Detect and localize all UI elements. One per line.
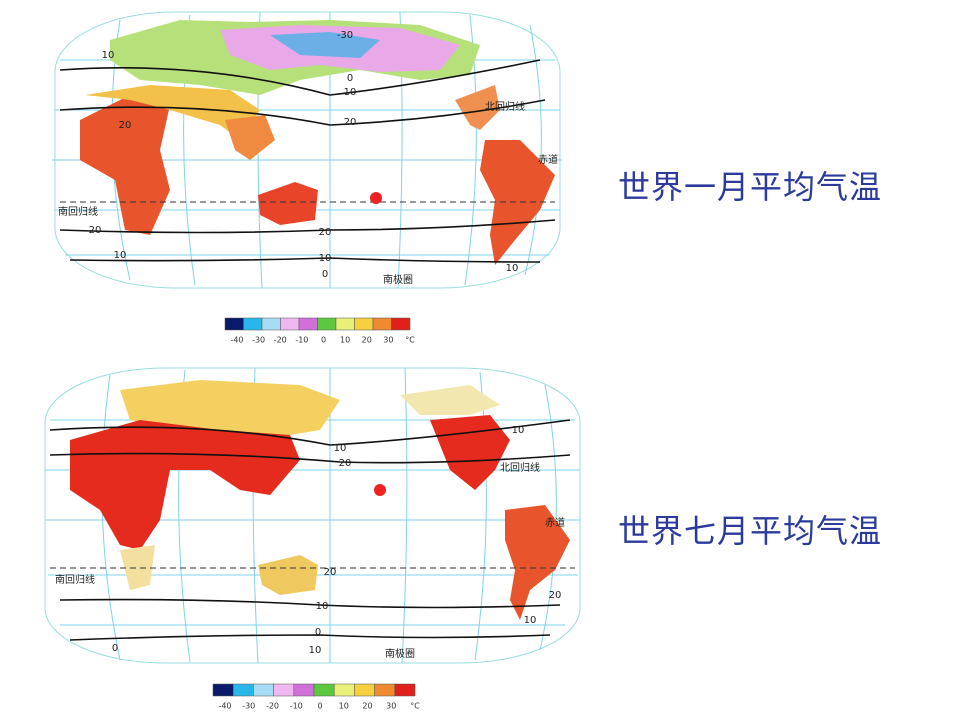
legend-swatch <box>243 317 263 331</box>
legend-swatch <box>273 683 295 697</box>
legend-swatch <box>354 317 374 331</box>
july-map <box>44 367 581 664</box>
isotherm <box>59 99 546 126</box>
legend-swatch <box>313 683 335 697</box>
map-label: 10 <box>102 50 115 61</box>
australia <box>258 555 318 595</box>
north-america <box>455 85 500 130</box>
south-america <box>505 505 570 620</box>
marker <box>374 484 386 496</box>
map-label: 南极圈 <box>385 647 415 660</box>
january-map <box>52 11 562 289</box>
africa-north <box>85 85 260 140</box>
legend-label: 30 <box>383 336 393 345</box>
map-label: 10 <box>506 263 519 274</box>
isotherm <box>69 634 551 641</box>
isotherm <box>49 452 571 464</box>
legend-swatch <box>224 317 244 331</box>
map-label: 10 <box>524 615 537 626</box>
legend-swatch <box>394 683 416 697</box>
map-label: 10 <box>316 601 329 612</box>
isotherm <box>59 219 556 234</box>
legend-swatch <box>372 317 392 331</box>
map-label: 20 <box>119 120 132 131</box>
legend-swatch <box>212 683 234 697</box>
map-label: 10 <box>334 443 347 454</box>
map-label: 0 <box>322 269 328 280</box>
legend-swatch <box>335 317 355 331</box>
map-label: 北回归线 <box>500 461 540 474</box>
map-label: 10 <box>309 645 322 656</box>
legend-swatch <box>354 683 375 697</box>
map-label: -30 <box>337 30 353 41</box>
map-label: 20 <box>339 458 352 469</box>
afro-eurasia <box>70 420 300 550</box>
legend-label: -10 <box>290 702 303 711</box>
canada <box>400 385 500 415</box>
map-label: 0 <box>315 627 321 638</box>
marker <box>370 192 382 204</box>
map-label: 20 <box>344 117 357 128</box>
legend-label: °C <box>410 702 420 711</box>
legend-label: 0 <box>317 702 322 711</box>
caption: 世界七月平均气温 <box>618 512 883 550</box>
legend-label: 10 <box>339 702 349 711</box>
legend-swatch <box>293 683 315 697</box>
isotherm <box>59 59 541 96</box>
legend-label: °C <box>405 336 415 345</box>
legend-label: 20 <box>362 702 372 711</box>
legend-swatch <box>298 317 318 331</box>
isotherm <box>69 257 541 263</box>
map-label: 0 <box>112 643 118 654</box>
legend-label: 20 <box>362 336 372 345</box>
map-label: 20 <box>549 590 562 601</box>
siberia-cold <box>270 32 380 58</box>
legend-label: -20 <box>274 336 287 345</box>
legend-swatch <box>317 317 337 331</box>
legend-swatch <box>261 317 281 331</box>
map-label: 北回归线 <box>485 100 525 113</box>
south-america <box>480 140 555 265</box>
south-africa <box>120 545 155 590</box>
map-label: 南极圈 <box>383 273 413 286</box>
legend-swatch <box>333 683 355 697</box>
isotherm <box>49 419 571 446</box>
legend-swatch <box>280 317 300 331</box>
legend-label: -30 <box>242 702 255 711</box>
map-label: 南回归线 <box>55 573 95 586</box>
map-label: 20 <box>89 225 102 236</box>
map-label: 赤道 <box>538 153 558 166</box>
legend-swatch <box>374 683 396 697</box>
map-label: 南回归线 <box>58 205 98 218</box>
caption: 世界一月平均气温 <box>618 168 883 206</box>
legend-label: -40 <box>230 336 243 345</box>
legend-label: -30 <box>252 336 265 345</box>
australia <box>258 182 318 225</box>
africa <box>80 95 170 235</box>
map-label: 10 <box>344 87 357 98</box>
map-label: 10 <box>114 250 127 261</box>
map-label: 20 <box>324 567 337 578</box>
legend-label: -40 <box>218 702 231 711</box>
map-label: 赤道 <box>545 516 565 529</box>
legend-label: 10 <box>340 336 350 345</box>
legend-label: 30 <box>386 702 396 711</box>
legend-label: -20 <box>266 702 279 711</box>
south-asia <box>225 115 275 160</box>
map-label: 10 <box>512 425 525 436</box>
legend-swatch <box>253 683 274 697</box>
map-label: 20 <box>319 227 332 238</box>
legend-label: 0 <box>321 336 326 345</box>
map-label: 0 <box>347 73 353 84</box>
legend-label: -10 <box>295 336 308 345</box>
legend-swatch <box>391 317 411 331</box>
map-label: 10 <box>319 253 332 264</box>
isotherm <box>59 598 561 609</box>
north-america <box>430 415 510 490</box>
legend-swatch <box>232 683 254 697</box>
